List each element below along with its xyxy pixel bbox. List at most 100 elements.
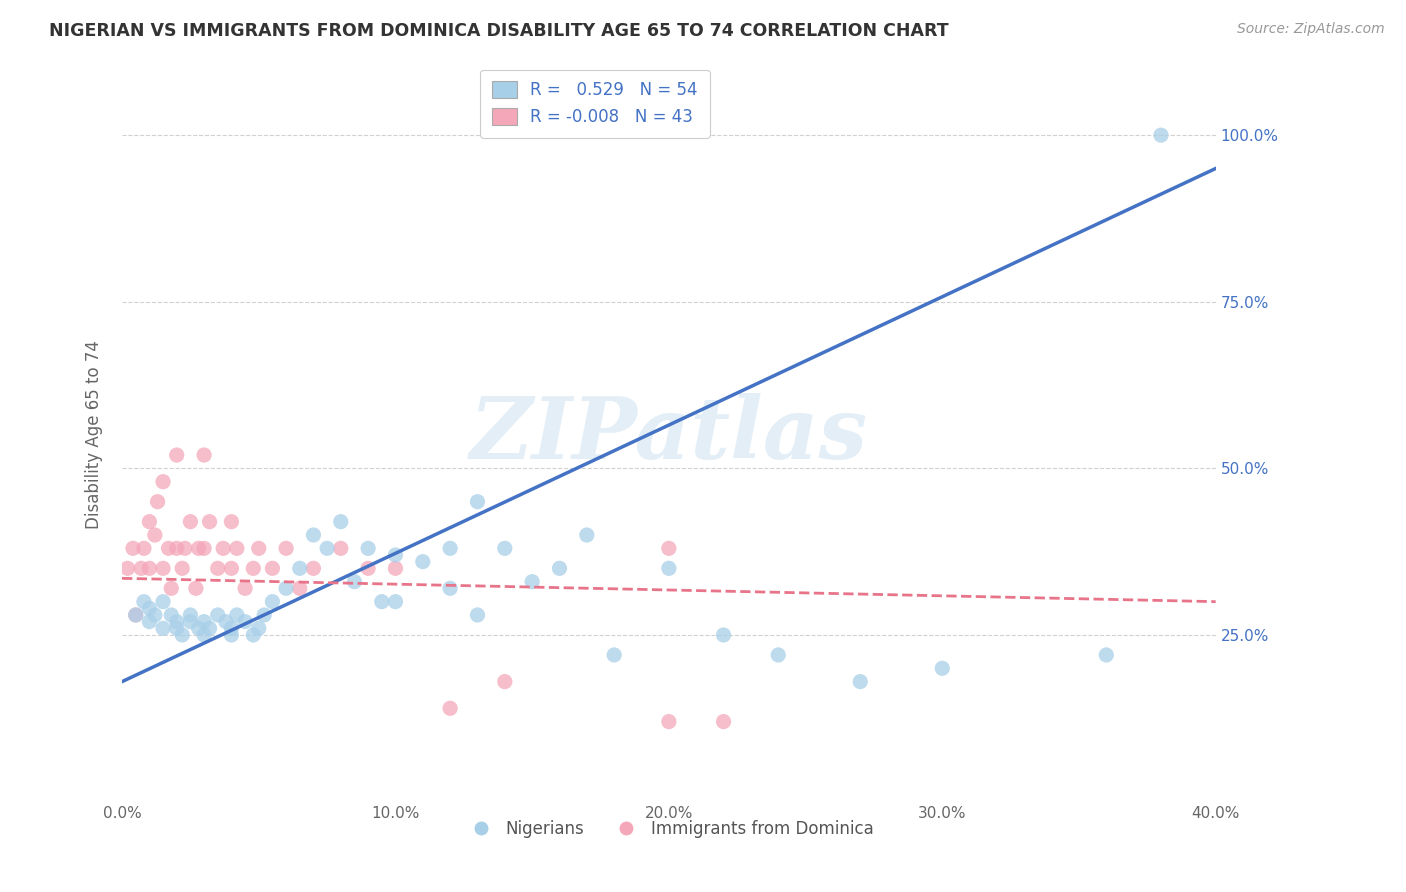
Point xyxy=(242,561,264,575)
Point xyxy=(439,582,461,596)
Point xyxy=(179,515,201,529)
Point xyxy=(494,541,516,556)
Point xyxy=(253,607,276,622)
Point xyxy=(132,541,155,556)
Point xyxy=(603,648,626,662)
Point xyxy=(520,574,543,589)
Point xyxy=(193,448,215,462)
Point xyxy=(439,701,461,715)
Point xyxy=(160,607,183,622)
Point xyxy=(225,607,247,622)
Point xyxy=(166,621,188,635)
Point xyxy=(329,515,352,529)
Point xyxy=(157,541,180,556)
Point xyxy=(343,574,366,589)
Point xyxy=(225,541,247,556)
Point xyxy=(713,628,735,642)
Point xyxy=(384,548,406,562)
Point xyxy=(143,607,166,622)
Text: NIGERIAN VS IMMIGRANTS FROM DOMINICA DISABILITY AGE 65 TO 74 CORRELATION CHART: NIGERIAN VS IMMIGRANTS FROM DOMINICA DIS… xyxy=(49,22,949,40)
Point xyxy=(117,561,139,575)
Point xyxy=(931,661,953,675)
Point xyxy=(187,541,209,556)
Point xyxy=(221,515,243,529)
Point xyxy=(125,607,148,622)
Point xyxy=(129,561,152,575)
Point xyxy=(467,494,489,508)
Point xyxy=(122,541,145,556)
Point xyxy=(198,621,221,635)
Point xyxy=(138,515,160,529)
Point xyxy=(288,582,311,596)
Point xyxy=(198,515,221,529)
Point xyxy=(247,621,270,635)
Y-axis label: Disability Age 65 to 74: Disability Age 65 to 74 xyxy=(86,341,103,530)
Point xyxy=(1150,128,1173,143)
Point xyxy=(274,541,297,556)
Point xyxy=(172,628,194,642)
Point xyxy=(262,561,284,575)
Point xyxy=(207,607,229,622)
Point xyxy=(166,615,188,629)
Point xyxy=(193,541,215,556)
Point xyxy=(247,541,270,556)
Point xyxy=(221,561,243,575)
Point xyxy=(658,541,681,556)
Point xyxy=(766,648,789,662)
Point xyxy=(384,561,406,575)
Point xyxy=(193,628,215,642)
Point xyxy=(575,528,598,542)
Point xyxy=(316,541,339,556)
Point xyxy=(371,594,394,608)
Point xyxy=(152,594,174,608)
Point xyxy=(212,541,235,556)
Point xyxy=(1095,648,1118,662)
Point xyxy=(658,561,681,575)
Point xyxy=(302,528,325,542)
Text: ZIPatlas: ZIPatlas xyxy=(470,393,868,477)
Legend: Nigerians, Immigrants from Dominica: Nigerians, Immigrants from Dominica xyxy=(457,814,880,845)
Point xyxy=(193,615,215,629)
Point xyxy=(138,615,160,629)
Point xyxy=(152,621,174,635)
Point xyxy=(138,601,160,615)
Point xyxy=(548,561,571,575)
Point xyxy=(494,674,516,689)
Point xyxy=(412,555,434,569)
Point xyxy=(274,582,297,596)
Point xyxy=(184,582,207,596)
Point xyxy=(132,594,155,608)
Point xyxy=(160,582,183,596)
Point xyxy=(849,674,872,689)
Point xyxy=(242,628,264,642)
Point xyxy=(179,607,201,622)
Point xyxy=(179,615,201,629)
Point xyxy=(262,594,284,608)
Point xyxy=(329,541,352,556)
Point xyxy=(658,714,681,729)
Point xyxy=(215,615,238,629)
Point xyxy=(357,541,380,556)
Point xyxy=(146,494,169,508)
Point xyxy=(439,541,461,556)
Point xyxy=(467,607,489,622)
Point xyxy=(221,621,243,635)
Point xyxy=(221,628,243,642)
Point xyxy=(288,561,311,575)
Point xyxy=(138,561,160,575)
Point xyxy=(172,561,194,575)
Point xyxy=(152,561,174,575)
Point xyxy=(233,615,256,629)
Point xyxy=(302,561,325,575)
Point xyxy=(207,561,229,575)
Point xyxy=(166,541,188,556)
Point xyxy=(187,621,209,635)
Text: Source: ZipAtlas.com: Source: ZipAtlas.com xyxy=(1237,22,1385,37)
Point xyxy=(357,561,380,575)
Point xyxy=(713,714,735,729)
Point xyxy=(143,528,166,542)
Point xyxy=(233,582,256,596)
Point xyxy=(384,594,406,608)
Point xyxy=(125,607,148,622)
Point xyxy=(174,541,197,556)
